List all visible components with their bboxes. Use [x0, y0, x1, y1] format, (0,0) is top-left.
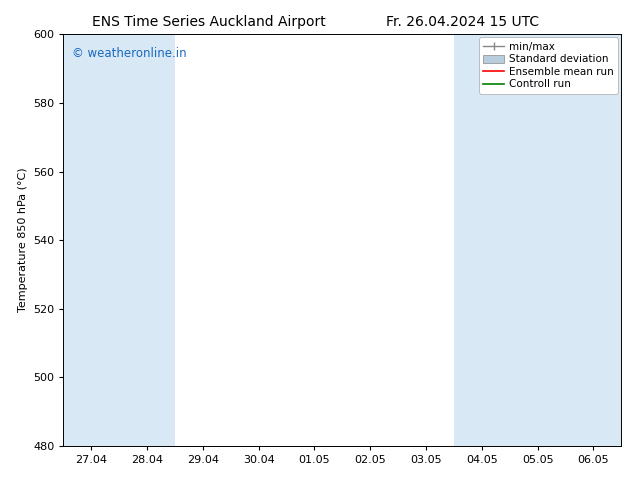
Bar	[63, 34, 119, 446]
Bar	[119, 34, 175, 446]
Bar	[454, 34, 510, 446]
Text: ENS Time Series Auckland Airport: ENS Time Series Auckland Airport	[93, 15, 326, 29]
Y-axis label: Temperature 850 hPa (°C): Temperature 850 hPa (°C)	[18, 168, 27, 313]
Text: © weatheronline.in: © weatheronline.in	[72, 47, 186, 60]
Bar	[566, 34, 621, 446]
Bar	[510, 34, 566, 446]
Legend: min/max, Standard deviation, Ensemble mean run, Controll run: min/max, Standard deviation, Ensemble me…	[479, 37, 618, 94]
Text: Fr. 26.04.2024 15 UTC: Fr. 26.04.2024 15 UTC	[386, 15, 540, 29]
